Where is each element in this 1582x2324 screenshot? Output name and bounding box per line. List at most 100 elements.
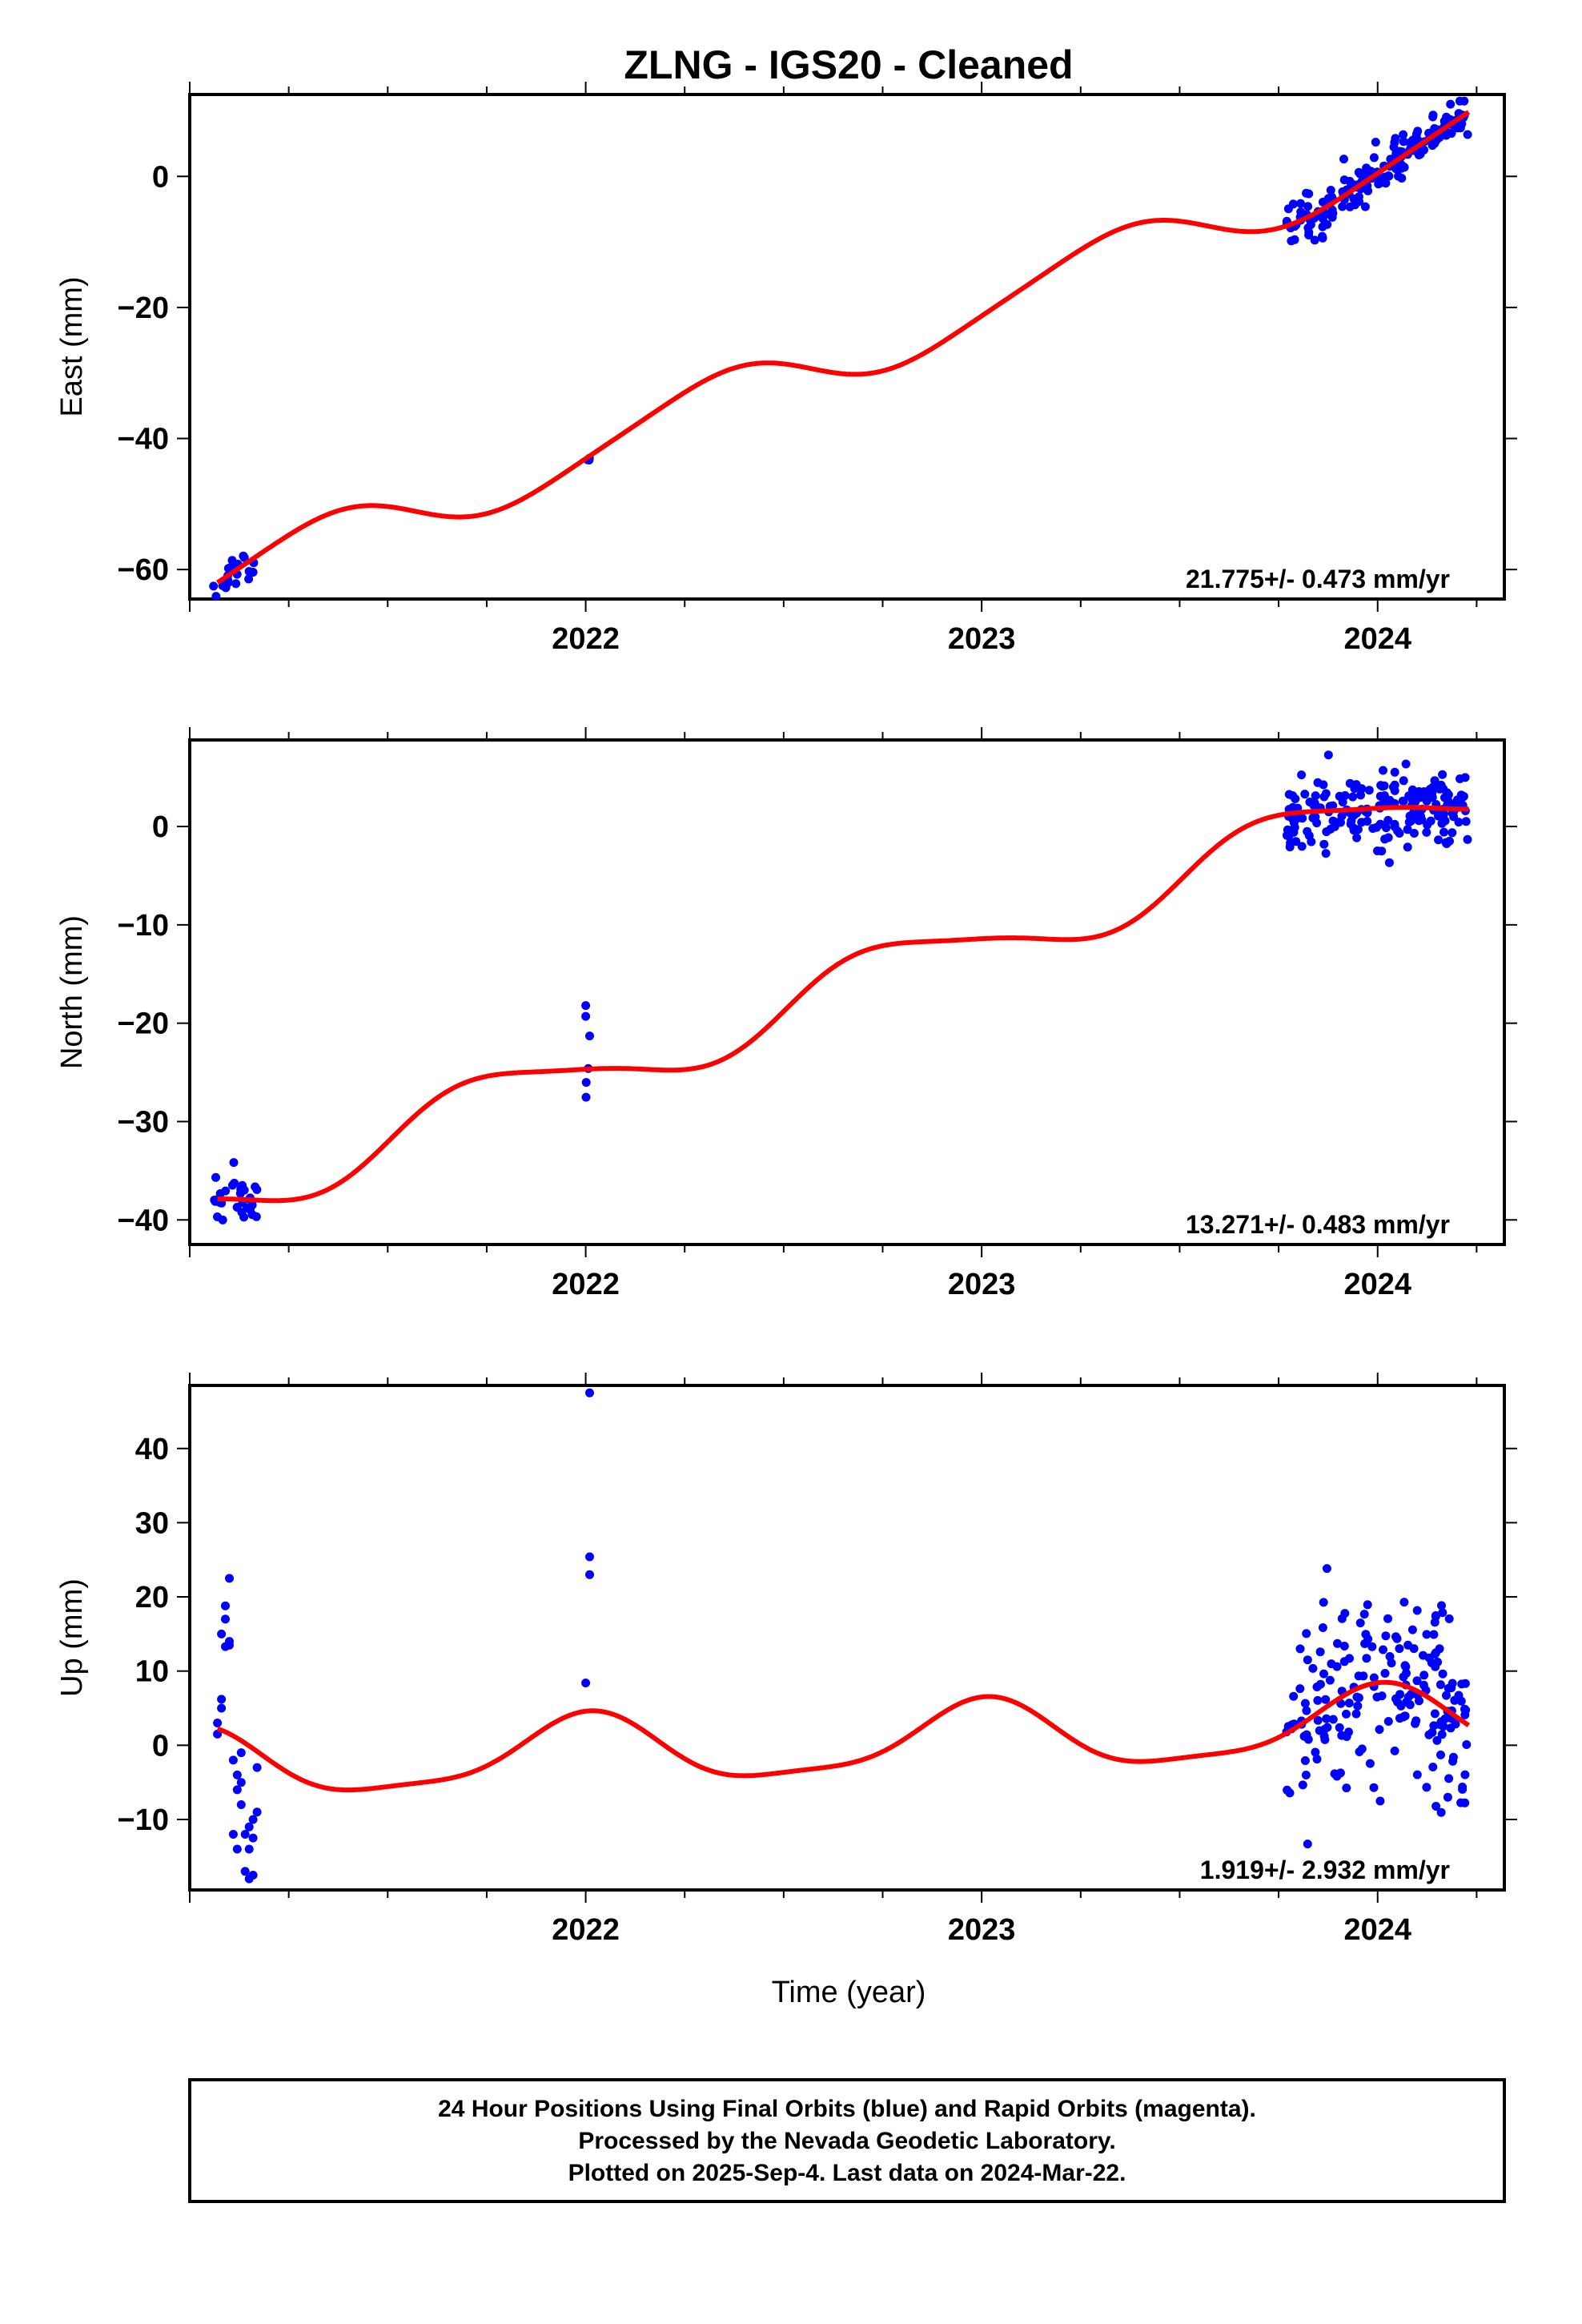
east-data-point xyxy=(1360,202,1370,211)
east-data-point xyxy=(1399,130,1408,139)
up-data-point xyxy=(1390,1746,1399,1755)
up-data-point xyxy=(1313,1695,1323,1705)
up-data-point xyxy=(1429,1721,1439,1731)
up-data-point xyxy=(1322,1564,1331,1574)
up-data-point xyxy=(1407,1690,1415,1699)
east-data-point xyxy=(1290,235,1299,244)
east-y-tick-label: −60 xyxy=(118,553,169,587)
east-data-point xyxy=(1415,150,1425,159)
east-data-point xyxy=(1452,123,1462,133)
north-data-point xyxy=(1291,794,1300,803)
north-data-point xyxy=(227,1180,237,1190)
up-data-point xyxy=(585,1570,594,1579)
up-data-point xyxy=(1383,1614,1392,1623)
up-data-point xyxy=(1354,1671,1363,1681)
north-data-point xyxy=(1442,839,1452,848)
north-data-point xyxy=(1419,793,1429,802)
east-data-point xyxy=(1369,153,1379,163)
up-data-point xyxy=(217,1695,227,1704)
up-data-point xyxy=(1429,1630,1439,1639)
north-data-point xyxy=(1426,816,1435,826)
north-data-point xyxy=(581,1011,591,1021)
north-x-tick-label: 2024 xyxy=(1343,1268,1411,1301)
up-data-point xyxy=(1409,1644,1419,1654)
north-model-line xyxy=(217,805,1469,1204)
up-data-point xyxy=(228,1755,238,1765)
up-data-point xyxy=(1375,1725,1384,1735)
up-data-point xyxy=(1433,1658,1443,1667)
north-data-point xyxy=(1454,818,1464,827)
east-data-point xyxy=(1430,139,1439,148)
up-data-point xyxy=(1439,1722,1448,1731)
east-data-point xyxy=(1296,199,1305,208)
up-data-point xyxy=(1412,1676,1422,1686)
north-y-tick-label: −30 xyxy=(118,1105,169,1139)
up-data-point xyxy=(225,1574,234,1583)
footer-line-3: Plotted on 2025-Sep-4. Last data on 2024… xyxy=(568,2160,1126,2186)
up-data-point xyxy=(252,1807,262,1817)
north-data-point xyxy=(215,1189,225,1198)
up-data-point xyxy=(1289,1691,1299,1701)
up-data-point xyxy=(1391,1632,1400,1642)
up-data-point xyxy=(1311,1747,1320,1757)
up-data-point xyxy=(581,1679,591,1687)
up-data-point xyxy=(1458,1784,1468,1794)
east-x-tick-label: 2023 xyxy=(948,622,1016,656)
up-data-point xyxy=(1315,1647,1325,1657)
up-data-point xyxy=(1315,1679,1325,1689)
up-data-point xyxy=(585,1388,594,1397)
north-data-point xyxy=(1373,846,1382,855)
east-data-point xyxy=(1389,143,1399,152)
up-data-point xyxy=(244,1844,254,1854)
up-data-point xyxy=(1353,1701,1363,1711)
up-data-point xyxy=(1320,1735,1330,1744)
north-data-point xyxy=(1390,767,1399,777)
up-data-point xyxy=(1442,1691,1451,1700)
north-data-point xyxy=(1300,790,1310,799)
east-y-axis-label: East (mm) xyxy=(55,276,89,416)
up-x-tick-label: 2023 xyxy=(948,1913,1016,1947)
north-data-point xyxy=(1353,825,1363,834)
east-data-point xyxy=(1328,208,1338,218)
north-data-point xyxy=(1297,770,1307,780)
east-data-point xyxy=(1304,231,1314,239)
north-data-point xyxy=(1403,842,1412,852)
up-data-point xyxy=(1319,1598,1328,1607)
up-data-point xyxy=(1381,1631,1391,1641)
east-data-point xyxy=(1349,194,1359,203)
north-data-point xyxy=(1408,796,1417,805)
up-y-tick-label: 0 xyxy=(152,1729,169,1763)
east-data-point xyxy=(1310,235,1319,245)
up-data-point xyxy=(248,1833,258,1843)
north-data-point xyxy=(1399,776,1408,786)
east-data-point xyxy=(1439,116,1449,126)
north-data-point xyxy=(239,1212,249,1222)
north-data-point xyxy=(1383,815,1393,825)
up-data-point xyxy=(1435,1680,1445,1690)
north-data-point xyxy=(1461,817,1471,826)
up-data-point xyxy=(1419,1651,1427,1660)
up-data-point xyxy=(1363,1600,1372,1610)
up-plot-frame xyxy=(188,1384,1506,1892)
north-data-point xyxy=(1304,831,1314,840)
north-data-point xyxy=(1427,790,1436,799)
up-data-point xyxy=(1339,1642,1349,1651)
up-data-point xyxy=(1342,1709,1351,1719)
north-data-point xyxy=(235,1188,245,1198)
east-data-point xyxy=(244,574,254,584)
up-data-point xyxy=(1422,1630,1431,1639)
up-data-point xyxy=(1422,1783,1431,1792)
east-data-point xyxy=(209,581,219,591)
north-data-point xyxy=(1417,815,1427,825)
up-data-point xyxy=(221,1601,230,1610)
up-y-tick-label: 10 xyxy=(135,1655,169,1689)
up-data-point xyxy=(1432,1735,1442,1745)
north-data-point xyxy=(1356,790,1365,800)
north-data-point xyxy=(1322,827,1331,837)
up-data-point xyxy=(1295,1644,1305,1654)
up-data-point xyxy=(1399,1672,1408,1682)
north-data-point xyxy=(1289,827,1299,837)
north-rate-label: 13.271+/- 0.483 mm/yr xyxy=(1186,1210,1450,1239)
east-data-point xyxy=(1455,96,1464,106)
east-data-point xyxy=(239,551,248,561)
